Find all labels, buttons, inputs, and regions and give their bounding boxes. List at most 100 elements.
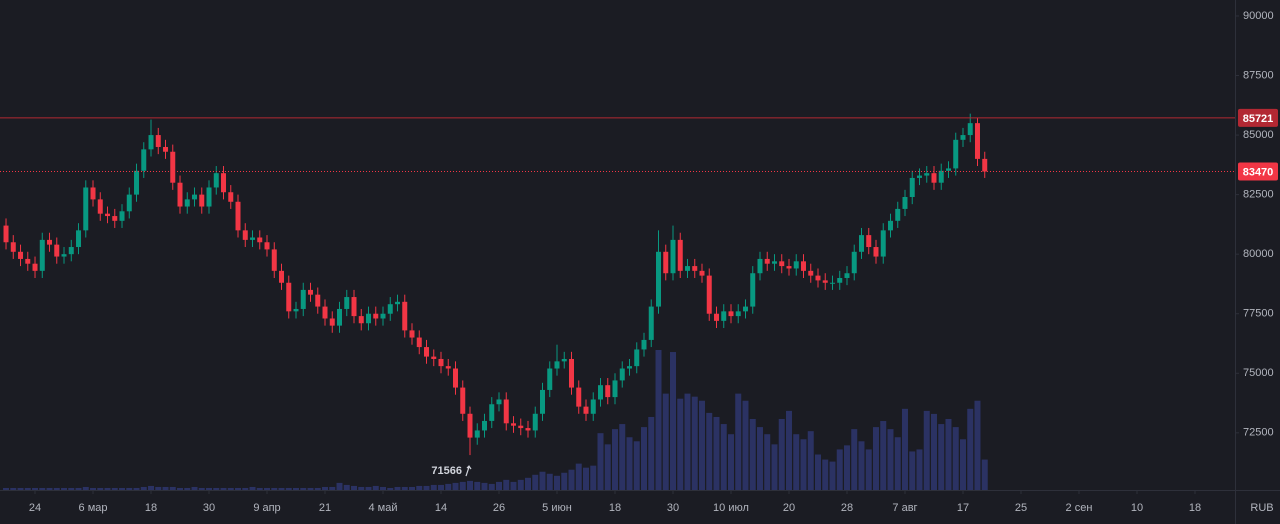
volume-bar [764, 434, 771, 490]
candle-body [800, 261, 806, 271]
currency-label: RUB [1250, 502, 1273, 514]
candle-body [329, 318, 335, 326]
candle-body [322, 306, 328, 319]
volume-bar [539, 471, 546, 490]
candle-body [931, 173, 937, 183]
x-tick-label: 17 [957, 502, 969, 514]
volume-bar [843, 445, 850, 490]
candle-body [721, 311, 727, 321]
volume-bar [916, 449, 923, 490]
candle-body [453, 368, 459, 388]
candle-body [540, 389, 546, 414]
candle-body [409, 330, 415, 338]
x-tick-label: 6 мар [79, 502, 108, 514]
candle-body [793, 261, 799, 269]
candle-body [786, 266, 792, 269]
axes-layer: 72500 75000 77500 80000 82500 85000 87500 90000… [29, 10, 1274, 514]
candle-body [554, 361, 560, 369]
volume-bar [597, 433, 604, 490]
x-tick-label: 10 июл [713, 502, 749, 514]
volume-bar [742, 400, 749, 490]
candle-body [366, 313, 372, 324]
volume-bar [510, 481, 517, 490]
volume-bar [836, 449, 843, 490]
volume-bar [184, 487, 191, 490]
candle-body [90, 187, 96, 200]
candle-body [583, 406, 589, 414]
volume-bar [119, 487, 126, 490]
candle-body [829, 282, 835, 284]
volume-bar [959, 439, 966, 490]
volume-bar [235, 487, 242, 490]
candle-body [54, 244, 60, 257]
candle-body [119, 211, 125, 221]
y-tick-label: 85000 [1243, 129, 1274, 141]
volume-bar [293, 487, 300, 490]
volume-bar [590, 465, 597, 490]
volume-bar [401, 486, 408, 490]
volume-bar [133, 487, 140, 490]
candle-body [112, 216, 118, 221]
volume-bar [517, 479, 524, 490]
volume-bar [488, 483, 495, 490]
volume-bar [162, 486, 169, 490]
candle-body [663, 251, 669, 274]
volume-bar [3, 487, 10, 490]
candle-body [953, 139, 959, 169]
candle-body [489, 404, 495, 421]
x-tick-label: 18 [609, 502, 621, 514]
volume-bar [575, 463, 582, 490]
volume-bar [256, 487, 263, 490]
candle-body [713, 313, 719, 321]
volume-bar [952, 427, 959, 490]
candle-body [170, 151, 176, 183]
candle-body [387, 304, 393, 314]
candle-body [699, 270, 705, 276]
volume-bar [394, 486, 401, 490]
x-tick-label: 10 [1131, 502, 1143, 514]
volume-bar [568, 469, 575, 490]
price-label: 85721 [1243, 113, 1274, 125]
candle-body [192, 194, 198, 200]
candle-body [750, 273, 756, 307]
candle-body [728, 311, 734, 317]
y-tick-label: 75000 [1243, 367, 1274, 379]
candle-body [692, 266, 698, 271]
y-tick-label: 82500 [1243, 189, 1274, 201]
candle-body [626, 366, 632, 369]
volume-bar [669, 352, 676, 490]
candle-body [844, 273, 850, 278]
volume-bar [104, 487, 111, 490]
volume-bar [75, 487, 82, 490]
volume-bar [351, 485, 358, 490]
candle-body [351, 297, 357, 317]
volume-bar [32, 487, 39, 490]
x-tick-label: 2 сен [1066, 502, 1093, 514]
candle-body [300, 289, 306, 309]
volume-bar [155, 486, 162, 490]
volume-layer [3, 350, 988, 490]
candle-body [39, 239, 45, 271]
candle-body [779, 261, 785, 267]
candle-body [895, 208, 901, 221]
volume-bar [677, 398, 684, 490]
candle-body [641, 339, 647, 350]
candle-body [938, 170, 944, 183]
candle-body [670, 239, 676, 274]
x-tick-label: 24 [29, 502, 41, 514]
volume-bar [930, 413, 937, 490]
volume-bar [851, 429, 858, 490]
candle-body [279, 270, 285, 283]
candle-body [250, 237, 256, 240]
volume-bar [481, 482, 488, 490]
volume-bar [981, 459, 988, 490]
candle-body [221, 173, 227, 193]
volume-bar [525, 477, 532, 490]
candle-body [32, 263, 38, 271]
x-tick-label: 9 апр [253, 502, 280, 514]
volume-bar [220, 487, 227, 490]
volume-bar [713, 416, 720, 490]
candle-body [569, 358, 575, 388]
candle-body [445, 366, 451, 369]
volume-bar [336, 482, 343, 490]
